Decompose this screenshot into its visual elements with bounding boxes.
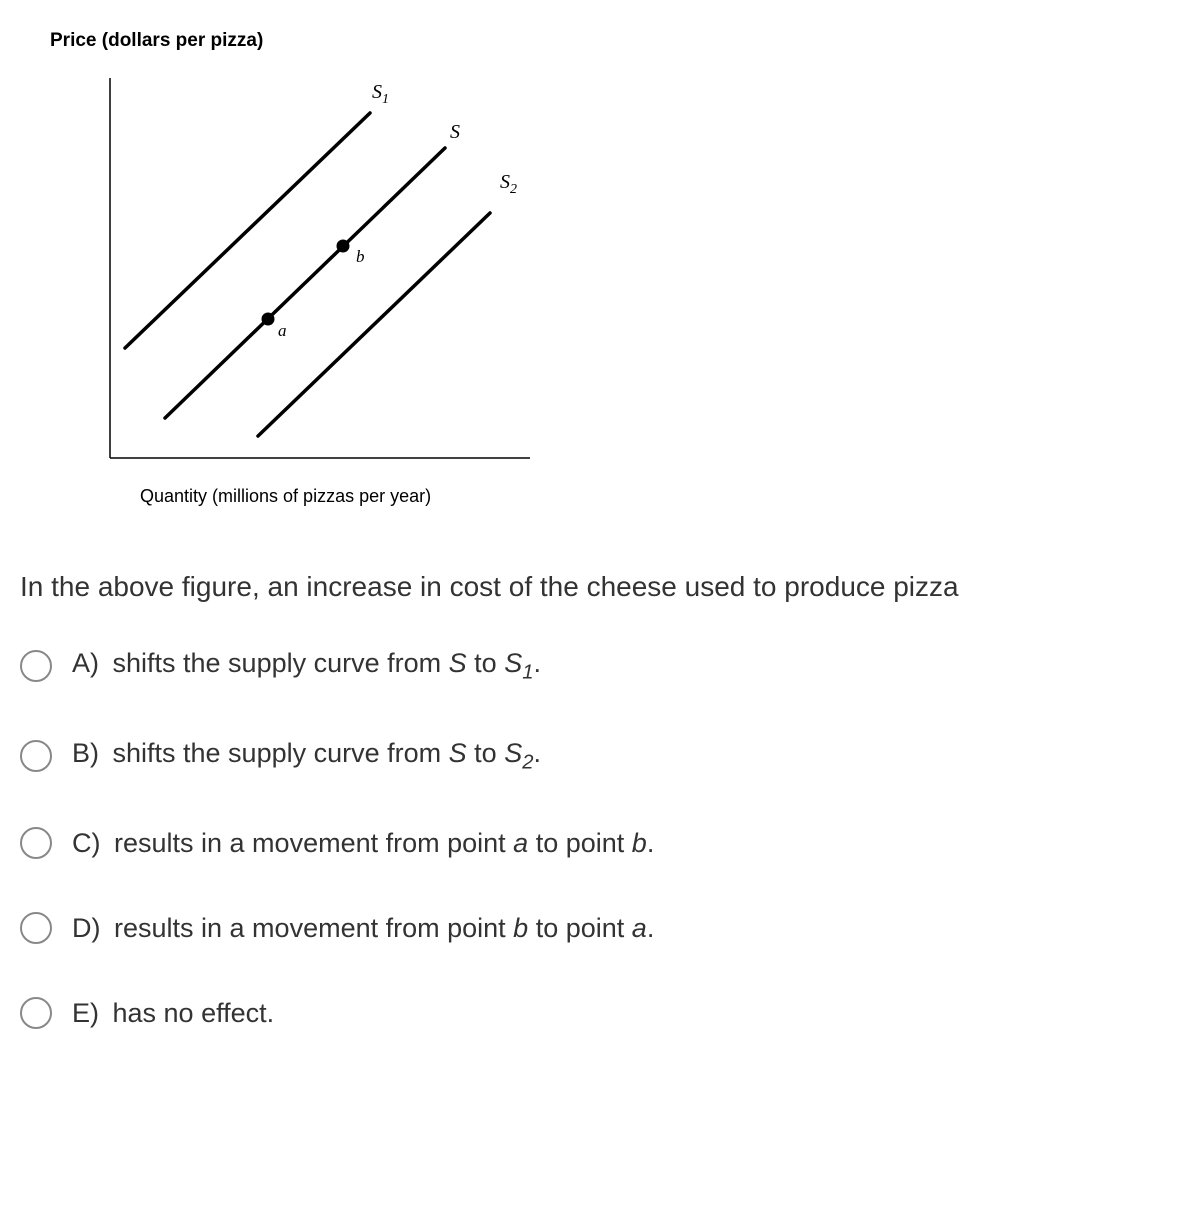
- option-italic-2: a: [632, 913, 647, 943]
- option-text-pre: shifts the supply curve from: [105, 738, 449, 768]
- y-axis-label: Price (dollars per pizza): [50, 30, 1180, 52]
- option-text-post: .: [533, 738, 541, 768]
- point-b: [337, 240, 350, 253]
- option-text-post: .: [533, 648, 541, 678]
- option-text-pre: results in a movement from point: [107, 828, 514, 858]
- option-italic-1: S: [449, 738, 467, 768]
- option-text-mid: to: [467, 648, 505, 678]
- x-axis-label: Quantity (millions of pizzas per year): [140, 486, 1180, 507]
- option-label: C) results in a movement from point a to…: [72, 826, 654, 861]
- supply-chart: S1 S S2 a b: [50, 58, 570, 478]
- option-italic-1: b: [513, 913, 528, 943]
- option-italic-2: b: [632, 828, 647, 858]
- curve-label-S1: S1: [372, 81, 389, 107]
- radio-button[interactable]: [20, 997, 52, 1029]
- point-a: [262, 313, 275, 326]
- supply-curve-S1: [125, 113, 370, 348]
- option-letter: E): [72, 998, 99, 1028]
- option-letter: A): [72, 648, 99, 678]
- option-subscript-2: 2: [522, 751, 533, 773]
- option-text-mid: to point: [528, 913, 632, 943]
- supply-curve-S: [165, 148, 445, 418]
- option-letter: D): [72, 913, 101, 943]
- option-text-mid: to point: [528, 828, 632, 858]
- option-label: A) shifts the supply curve from S to S1.: [72, 646, 541, 686]
- option-italic-1: a: [513, 828, 528, 858]
- answer-option-e[interactable]: E) has no effect.: [20, 996, 1180, 1031]
- option-label: E) has no effect.: [72, 996, 274, 1031]
- answer-option-b[interactable]: B) shifts the supply curve from S to S2.: [20, 736, 1180, 776]
- point-label-a: a: [278, 321, 287, 340]
- option-text-pre: has no effect.: [105, 998, 274, 1028]
- option-letter: B): [72, 738, 99, 768]
- supply-curve-S2: [258, 213, 490, 436]
- chart-container: Price (dollars per pizza) S1 S S2 a b Quanti…: [50, 30, 1180, 507]
- option-label: D) results in a movement from point b to…: [72, 911, 654, 946]
- option-text-mid: to: [467, 738, 505, 768]
- option-text-pre: shifts the supply curve from: [105, 648, 449, 678]
- option-text-post: .: [647, 913, 655, 943]
- option-italic-1: S: [449, 648, 467, 678]
- radio-button[interactable]: [20, 650, 52, 682]
- curve-label-S2: S2: [500, 171, 517, 197]
- radio-button[interactable]: [20, 827, 52, 859]
- point-label-b: b: [356, 247, 365, 266]
- option-letter: C): [72, 828, 101, 858]
- curve-label-S: S: [450, 121, 460, 143]
- option-text-pre: results in a movement from point: [107, 913, 514, 943]
- option-italic-2: S: [504, 648, 522, 678]
- option-subscript-2: 1: [522, 662, 533, 684]
- answer-option-a[interactable]: A) shifts the supply curve from S to S1.: [20, 646, 1180, 686]
- question-text: In the above figure, an increase in cost…: [20, 567, 1180, 606]
- option-italic-2: S: [504, 738, 522, 768]
- radio-button[interactable]: [20, 740, 52, 772]
- option-text-post: .: [647, 828, 655, 858]
- option-label: B) shifts the supply curve from S to S2.: [72, 736, 541, 776]
- answer-option-c[interactable]: C) results in a movement from point a to…: [20, 826, 1180, 861]
- answer-option-d[interactable]: D) results in a movement from point b to…: [20, 911, 1180, 946]
- answer-options: A) shifts the supply curve from S to S1.…: [20, 646, 1180, 1031]
- radio-button[interactable]: [20, 912, 52, 944]
